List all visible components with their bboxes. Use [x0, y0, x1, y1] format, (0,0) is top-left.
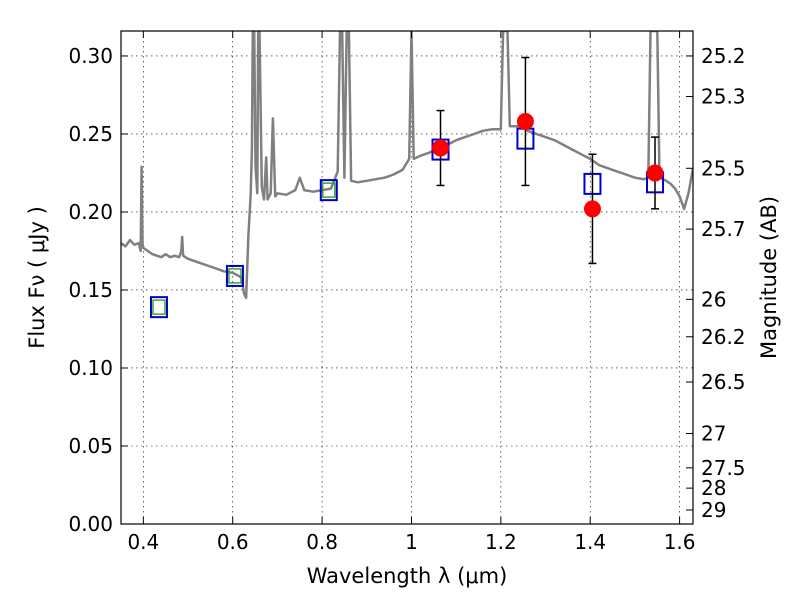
- axis-tick-labels: 0.4 0.6 0.8 1 1.2 1.4 1.6 0.00 0.05 0.10 0.15 0.20 0…: [68, 44, 745, 554]
- x-tick-label: 1.4: [574, 530, 606, 554]
- x-tick-label: 1.6: [664, 530, 696, 554]
- mag-tick-label: 28: [701, 476, 726, 500]
- mag-tick-label: 27: [701, 422, 726, 446]
- y-tick-label: 0.20: [68, 200, 113, 224]
- axis-ticks: [121, 31, 693, 525]
- plot-series: [121, 31, 693, 319]
- model-point-square: [319, 179, 338, 202]
- observed-point-square: [228, 268, 242, 284]
- y-tick-label: 0.25: [68, 122, 113, 146]
- x-tick-label: 0.4: [127, 530, 159, 554]
- x-axis-title: Wavelength λ (μm): [307, 564, 508, 588]
- mag-tick-label: 25.2: [701, 44, 746, 68]
- x-tick-label: 1.2: [485, 530, 517, 554]
- y-axis-title: Flux Fν ( μJy ): [25, 206, 49, 349]
- grid: [121, 31, 693, 525]
- y-tick-label: 0.00: [68, 512, 113, 536]
- plot-frame: [120, 30, 694, 525]
- y-tick-label: 0.30: [68, 44, 113, 68]
- mag-tick-label: 29: [701, 498, 726, 522]
- model-point-square: [225, 264, 244, 287]
- mag-tick-label: 25.5: [701, 156, 746, 180]
- x-tick-label: 1: [405, 530, 418, 554]
- measured-point-circle: [646, 164, 664, 182]
- y2-axis-title: Magnitude (AB): [757, 196, 781, 359]
- y-tick-label: 0.15: [68, 278, 113, 302]
- x-tick-label: 0.8: [306, 530, 338, 554]
- observed-point-square: [152, 299, 166, 315]
- spectrum-line: [121, 31, 693, 300]
- measured-point-circle: [583, 200, 601, 218]
- y-tick-label: 0.10: [68, 356, 113, 380]
- model-point-square: [149, 296, 168, 319]
- mag-tick-label: 25.3: [701, 85, 746, 109]
- x-tick-label: 0.6: [217, 530, 249, 554]
- mag-tick-label: 25.7: [701, 217, 746, 241]
- measured-point-circle: [516, 112, 534, 130]
- mag-tick-label: 26.5: [701, 370, 746, 394]
- mag-tick-label: 26.2: [701, 325, 746, 349]
- observed-point-square: [322, 182, 336, 198]
- measured-point-circle: [432, 139, 450, 157]
- mag-tick-label: 27.5: [701, 456, 746, 480]
- mag-tick-label: 26: [701, 287, 726, 311]
- y-tick-label: 0.05: [68, 434, 113, 458]
